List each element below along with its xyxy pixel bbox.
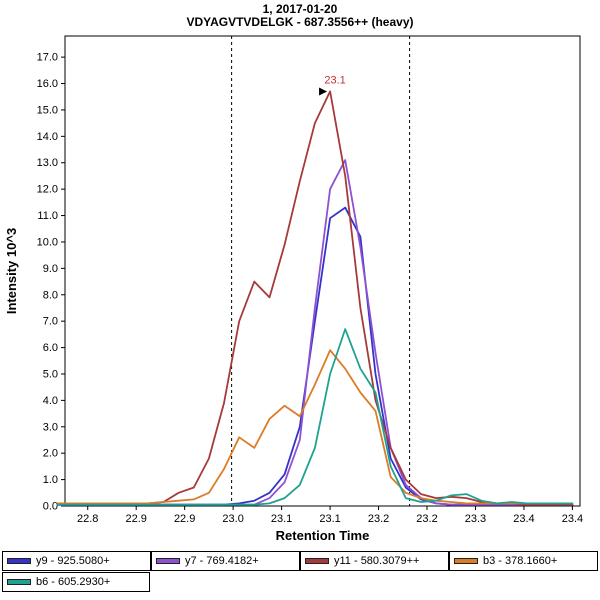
- svg-text:23.4: 23.4: [562, 513, 583, 525]
- chart-legend: y9 - 925.5080+ y7 - 769.4182+ y11 - 580.…: [2, 551, 598, 593]
- legend-label-y11: y11 - 580.3079++: [334, 555, 420, 567]
- chart-subtitle: VDYAGVTVDELGK - 687.3556++ (heavy): [186, 15, 414, 29]
- svg-text:23.3: 23.3: [465, 513, 486, 525]
- chart-title: 1, 2017-01-20: [262, 2, 338, 16]
- svg-text:22.9: 22.9: [174, 513, 195, 525]
- svg-text:5.0: 5.0: [43, 368, 58, 380]
- svg-text:12.0: 12.0: [37, 184, 58, 196]
- svg-text:13.0: 13.0: [37, 157, 58, 169]
- svg-text:15.0: 15.0: [37, 104, 58, 116]
- svg-text:Retention Time: Retention Time: [276, 528, 370, 543]
- svg-text:3.0: 3.0: [43, 421, 58, 433]
- svg-text:16.0: 16.0: [37, 78, 58, 90]
- svg-text:22.8: 22.8: [77, 513, 98, 525]
- y7-series-swatch: [156, 558, 180, 564]
- svg-text:0.0: 0.0: [43, 501, 58, 513]
- svg-text:9.0: 9.0: [43, 263, 58, 275]
- svg-text:17.0: 17.0: [37, 52, 58, 64]
- svg-text:14.0: 14.0: [37, 131, 58, 143]
- svg-text:4.0: 4.0: [43, 395, 58, 407]
- svg-text:22.9: 22.9: [125, 513, 146, 525]
- legend-item-y9: y9 - 925.5080+: [2, 551, 151, 571]
- svg-text:23.1: 23.1: [324, 74, 345, 86]
- b3-series-swatch: [454, 558, 478, 564]
- legend-label-b6: b6 - 605.2930+: [36, 576, 111, 588]
- legend-label-y9: y9 - 925.5080+: [36, 555, 110, 567]
- svg-text:8.0: 8.0: [43, 289, 58, 301]
- legend-item-b6: b6 - 605.2930+: [2, 572, 150, 592]
- chart-titles: 1, 2017-01-20 VDYAGVTVDELGK - 687.3556++…: [0, 3, 600, 29]
- y9-series-swatch: [7, 558, 31, 564]
- legend-label-b3: b3 - 378.1660+: [483, 555, 558, 567]
- svg-text:1.0: 1.0: [43, 474, 58, 486]
- chromatogram-plot[interactable]: 0.0 1.0 2.0 3.0 4.0 5.0 6.0 7.0 8.0 9.0 10.0 11.0 12…: [0, 28, 600, 548]
- svg-text:23.2: 23.2: [368, 513, 389, 525]
- svg-text:23.1: 23.1: [319, 513, 340, 525]
- svg-text:23.2: 23.2: [416, 513, 437, 525]
- legend-item-y7: y7 - 769.4182+: [151, 551, 300, 571]
- svg-text:11.0: 11.0: [37, 210, 58, 222]
- svg-text:23.1: 23.1: [271, 513, 292, 525]
- svg-text:Intensity 10^3: Intensity 10^3: [4, 228, 19, 314]
- svg-text:2.0: 2.0: [43, 448, 58, 460]
- svg-text:6.0: 6.0: [43, 342, 58, 354]
- b6-series-swatch: [7, 579, 31, 585]
- legend-row-1: y9 - 925.5080+ y7 - 769.4182+ y11 - 580.…: [2, 551, 598, 571]
- chromatogram-svg[interactable]: 0.0 1.0 2.0 3.0 4.0 5.0 6.0 7.0 8.0 9.0 10.0 11.0 12…: [0, 28, 600, 548]
- svg-text:7.0: 7.0: [43, 316, 58, 328]
- legend-item-y11: y11 - 580.3079++: [300, 551, 449, 571]
- svg-text:23.0: 23.0: [222, 513, 243, 525]
- svg-text:23.4: 23.4: [513, 513, 534, 525]
- legend-label-y7: y7 - 769.4182+: [185, 555, 259, 567]
- legend-row-2: b6 - 605.2930+: [2, 572, 598, 592]
- svg-text:10.0: 10.0: [37, 236, 58, 248]
- y11-series-swatch: [305, 558, 329, 564]
- legend-item-b3: b3 - 378.1660+: [449, 551, 598, 571]
